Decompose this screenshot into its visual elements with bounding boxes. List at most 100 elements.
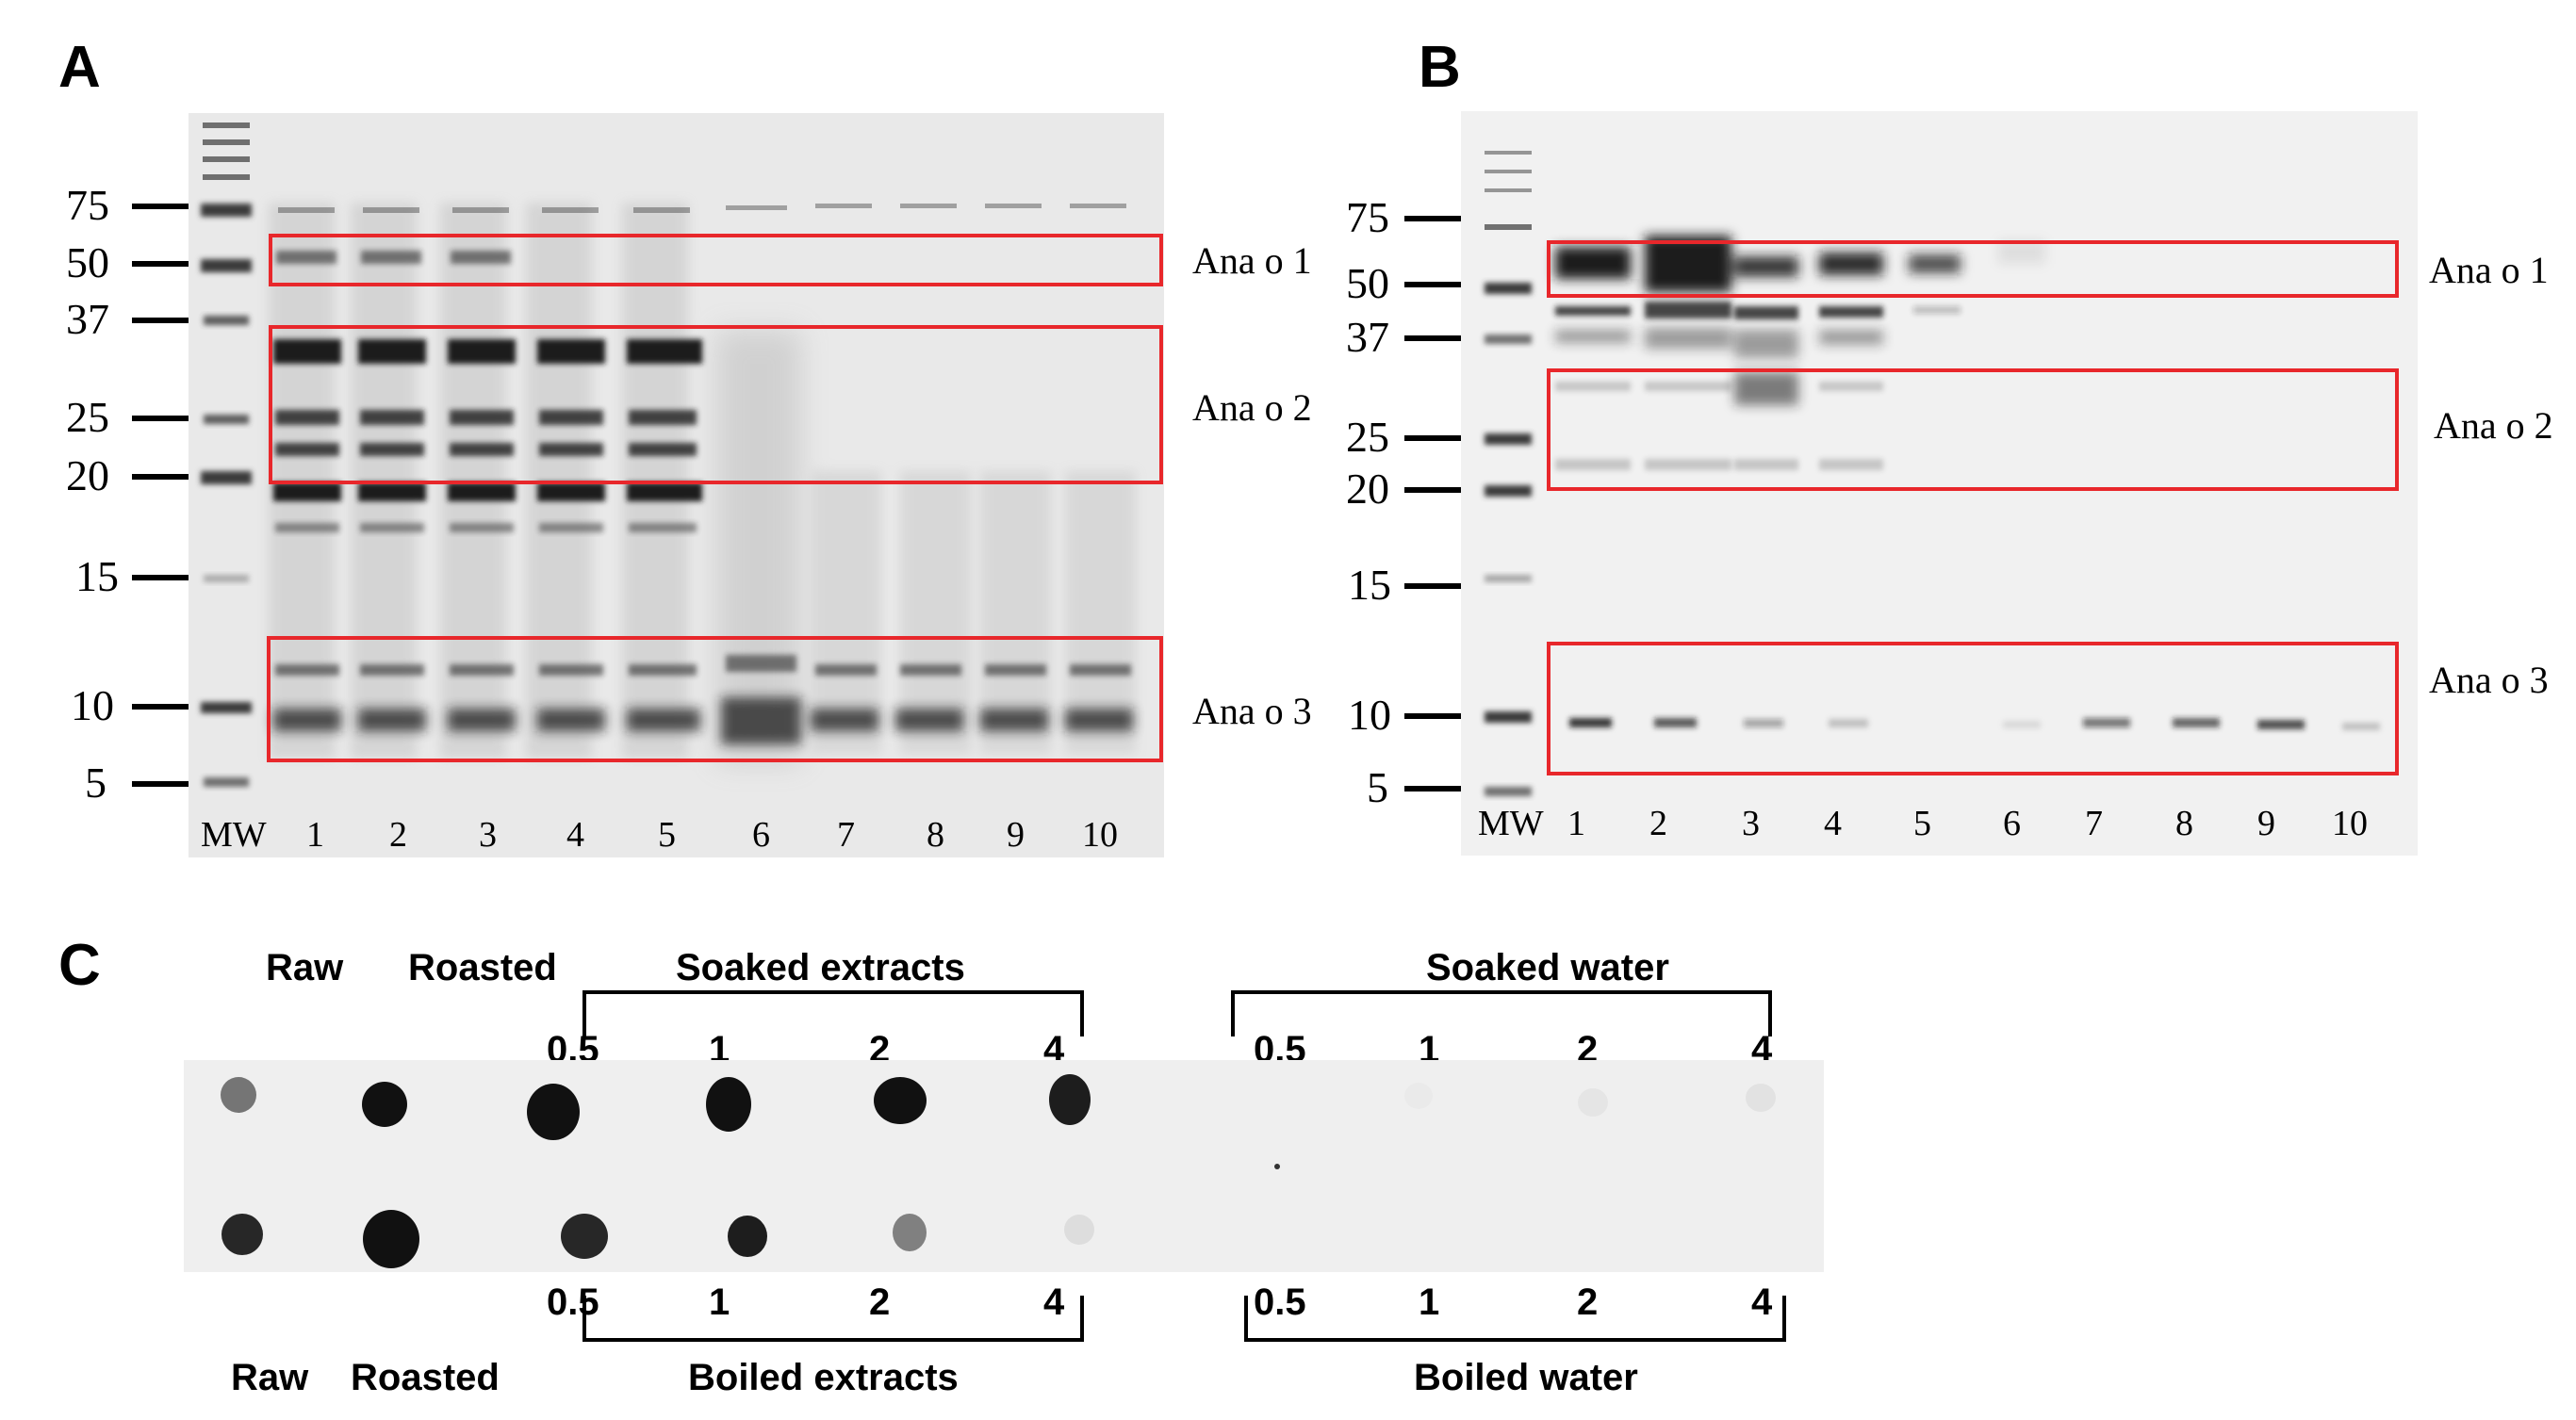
panel-b-box-ana-o-1	[1547, 240, 2399, 298]
panel-b-mw-15: 15	[1348, 561, 1391, 609]
dot-bottom-raw	[222, 1214, 263, 1255]
panel-c-bottom-conc-4-a: 4	[1043, 1281, 1065, 1323]
panel-c-dots-bottom	[222, 1210, 1094, 1268]
panel-b-mw-labels: 75 50 37 25 20 15 10 5	[1346, 193, 1391, 811]
panel-b-lane-7: 7	[2085, 804, 2103, 843]
panel-c: C Raw Roasted Soaked extracts Soaked wat…	[58, 933, 1824, 1398]
panel-a-box-ana-o-1	[269, 234, 1163, 286]
panel-b-mw-10: 10	[1348, 691, 1391, 739]
panel-b-lane-5: 5	[1913, 804, 1931, 843]
panel-b-lane-8: 8	[2175, 804, 2193, 843]
panel-a-bands	[273, 204, 1133, 744]
panel-b-lane-2: 2	[1649, 804, 1667, 843]
panel-a-lane-4: 4	[566, 815, 584, 855]
panel-a-lane-10: 10	[1082, 815, 1118, 855]
dot-bottom-boiled-extract-4	[1064, 1215, 1094, 1245]
panel-b-boxes	[1547, 240, 2399, 775]
panel-b-lane-6: 6	[2003, 804, 2021, 843]
panel-c-bracket-soaked-extracts	[582, 990, 1084, 1036]
panel-b-mw-25: 25	[1346, 413, 1389, 461]
dot-bottom-boiled-extract-0-5	[561, 1214, 608, 1259]
panel-a-boxes	[267, 234, 1163, 762]
panel-a-lane-mw: MW	[201, 815, 267, 855]
panel-c-bottom-roasted: Roasted	[351, 1357, 500, 1398]
panel-c-top-raw: Raw	[266, 947, 344, 988]
panel-a: A	[58, 35, 1312, 857]
panel-b-lane-labels: MW 1 2 3 4 5 6 7 8 9 10	[1478, 804, 2368, 843]
panel-a-lane-3: 3	[479, 815, 497, 855]
dot-top-soaked-extract-0-5	[527, 1084, 580, 1140]
panel-a-mw-labels: 75 50 37 25 20 15 10 5	[66, 181, 119, 807]
panel-a-lane-1: 1	[306, 815, 324, 855]
panel-b: B	[1346, 35, 2553, 856]
panel-a-allergen-labels: Ana o 1 Ana o 2 Ana o 3	[1192, 239, 1312, 732]
panel-b-mw-50: 50	[1346, 259, 1389, 307]
dot-top-soaked-water-2	[1578, 1088, 1608, 1117]
panel-b-blot-background	[1461, 111, 2418, 856]
panel-c-top-roasted: Roasted	[408, 947, 557, 988]
panel-b-lane-10: 10	[2332, 804, 2368, 843]
panel-b-lane-9: 9	[2257, 804, 2275, 843]
panel-a-ladder	[201, 122, 252, 787]
panel-c-bottom-brackets	[582, 1296, 1786, 1342]
panel-c-bottom-conc-1-b: 1	[1419, 1281, 1439, 1323]
panel-b-letter: B	[1419, 35, 1461, 100]
panel-c-bottom-conc-2-a: 2	[869, 1281, 890, 1323]
panel-a-lane-labels: MW 1 2 3 4 5 6 7 8 9 10	[201, 815, 1118, 855]
panel-b-bands	[1555, 236, 2380, 730]
panel-c-bottom-boiled-water: Boiled water	[1414, 1357, 1638, 1398]
panel-c-bottom-conc-4-b: 4	[1751, 1281, 1773, 1323]
panel-a-mw-37: 37	[66, 295, 109, 343]
panel-b-allergen-labels: Ana o 1 Ana o 2 Ana o 3	[2429, 249, 2553, 701]
dot-top-soaked-water-1	[1404, 1083, 1433, 1109]
panel-c-bottom-conc-2-b: 2	[1577, 1281, 1598, 1323]
panel-c-top-soaked-water: Soaked water	[1426, 947, 1669, 988]
panel-a-lane-9: 9	[1007, 815, 1025, 855]
panel-a-box-ana-o-3	[267, 636, 1163, 762]
panel-b-mw-20: 20	[1346, 465, 1389, 513]
panel-c-membrane	[184, 1060, 1824, 1272]
panel-c-bracket-boiled-extracts	[582, 1296, 1084, 1342]
panel-c-bottom-boiled-extracts: Boiled extracts	[688, 1357, 959, 1398]
panel-a-lane-8: 8	[927, 815, 944, 855]
panel-a-mw-75: 75	[66, 181, 109, 229]
panel-c-bracket-soaked-water	[1231, 990, 1772, 1036]
panel-b-mw-5: 5	[1367, 763, 1388, 811]
panel-b-lane-3: 3	[1742, 804, 1760, 843]
panel-c-dots-top	[221, 1074, 1776, 1140]
panel-a-mw-50: 50	[66, 238, 109, 286]
panel-a-lane-7: 7	[837, 815, 855, 855]
dot-top-soaked-extract-1	[706, 1077, 751, 1132]
panel-a-mw-10: 10	[71, 681, 114, 729]
panel-a-label-ana-o-2: Ana o 2	[1192, 386, 1312, 429]
panel-b-lane-1: 1	[1567, 804, 1585, 843]
panel-b-mw-37: 37	[1346, 313, 1389, 361]
panel-c-bottom-conc-1-a: 1	[709, 1281, 730, 1323]
panel-b-lane-4: 4	[1824, 804, 1842, 843]
dot-bottom-boiled-extract-2	[893, 1214, 927, 1251]
dot-bottom-roasted	[363, 1210, 419, 1268]
dot-top-raw	[221, 1077, 256, 1113]
panel-a-lane-5: 5	[658, 815, 676, 855]
panel-b-mw-ticks	[1404, 216, 1461, 792]
panel-a-mw-5: 5	[85, 759, 107, 807]
dot-top-soaked-extract-2	[874, 1077, 927, 1124]
panel-b-ladder	[1485, 151, 1532, 796]
panel-a-mw-ticks	[132, 204, 189, 787]
panel-c-bracket-boiled-water	[1244, 1296, 1786, 1342]
panel-b-box-ana-o-3	[1547, 642, 2399, 775]
panel-c-top-brackets	[582, 990, 1772, 1036]
panel-c-top-soaked-extracts: Soaked extracts	[676, 947, 965, 988]
panel-a-mw-20: 20	[66, 451, 109, 499]
panel-b-label-ana-o-1: Ana o 1	[2429, 249, 2549, 291]
panel-b-mw-75: 75	[1346, 193, 1389, 241]
panel-b-box-ana-o-2	[1547, 368, 2399, 491]
panel-c-speck	[1274, 1164, 1280, 1169]
panel-a-lane-6: 6	[752, 815, 770, 855]
panel-c-bottom-raw: Raw	[231, 1357, 309, 1398]
panel-a-label-ana-o-3: Ana o 3	[1192, 690, 1312, 732]
dot-top-roasted	[362, 1082, 407, 1127]
dot-top-soaked-water-4	[1746, 1084, 1776, 1112]
panel-c-bottom-conc-0-5-a: 0.5	[547, 1281, 599, 1323]
